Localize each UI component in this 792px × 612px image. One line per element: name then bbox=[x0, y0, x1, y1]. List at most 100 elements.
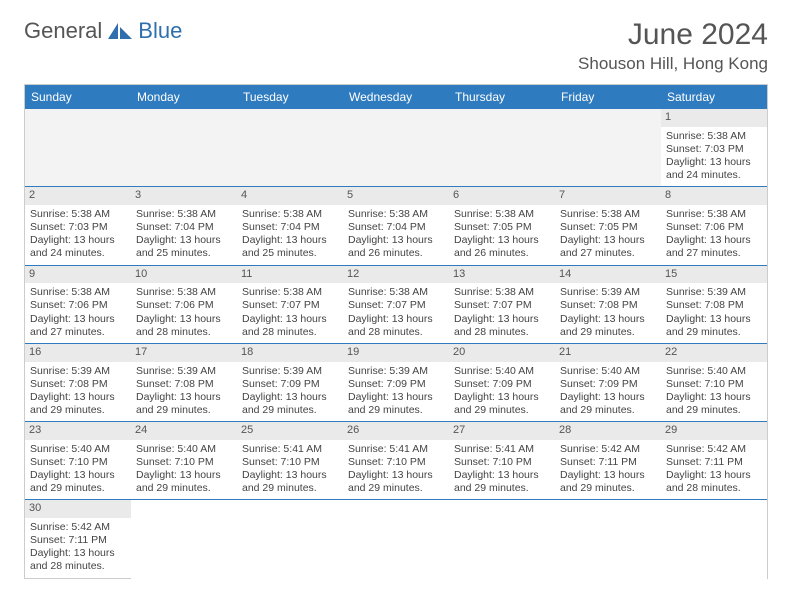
brand-part1: General bbox=[24, 18, 102, 44]
day-info: Sunrise: 5:41 AMSunset: 7:10 PMDaylight:… bbox=[348, 443, 444, 496]
day-info: Sunrise: 5:38 AMSunset: 7:03 PMDaylight:… bbox=[666, 130, 762, 183]
sunset-text: Sunset: 7:11 PM bbox=[560, 456, 656, 469]
calendar-cell: 18Sunrise: 5:39 AMSunset: 7:09 PMDayligh… bbox=[237, 344, 343, 422]
calendar-cell-empty bbox=[555, 500, 661, 578]
calendar-cell: 20Sunrise: 5:40 AMSunset: 7:09 PMDayligh… bbox=[449, 344, 555, 422]
day-header: Friday bbox=[555, 85, 661, 109]
sunset-text: Sunset: 7:08 PM bbox=[666, 299, 762, 312]
calendar-cell-empty bbox=[661, 500, 767, 578]
calendar-cell: 12Sunrise: 5:38 AMSunset: 7:07 PMDayligh… bbox=[343, 266, 449, 344]
sunrise-text: Sunrise: 5:38 AM bbox=[242, 208, 338, 221]
calendar-cell-empty bbox=[25, 109, 131, 187]
day-info: Sunrise: 5:40 AMSunset: 7:09 PMDaylight:… bbox=[560, 365, 656, 418]
day-header: Thursday bbox=[449, 85, 555, 109]
day-number: 4 bbox=[237, 187, 343, 205]
sail-icon bbox=[106, 21, 134, 41]
sunrise-text: Sunrise: 5:40 AM bbox=[136, 443, 232, 456]
calendar-cell: 29Sunrise: 5:42 AMSunset: 7:11 PMDayligh… bbox=[661, 422, 767, 500]
day-number: 7 bbox=[555, 187, 661, 205]
day-info: Sunrise: 5:38 AMSunset: 7:05 PMDaylight:… bbox=[454, 208, 550, 261]
daylight-text: Daylight: 13 hours and 29 minutes. bbox=[666, 391, 762, 417]
daylight-text: Daylight: 13 hours and 24 minutes. bbox=[666, 156, 762, 182]
daylight-text: Daylight: 13 hours and 29 minutes. bbox=[666, 313, 762, 339]
day-header: Monday bbox=[131, 85, 237, 109]
day-info: Sunrise: 5:42 AMSunset: 7:11 PMDaylight:… bbox=[666, 443, 762, 496]
sunrise-text: Sunrise: 5:39 AM bbox=[136, 365, 232, 378]
calendar-cell: 19Sunrise: 5:39 AMSunset: 7:09 PMDayligh… bbox=[343, 344, 449, 422]
sunrise-text: Sunrise: 5:40 AM bbox=[454, 365, 550, 378]
sunset-text: Sunset: 7:04 PM bbox=[136, 221, 232, 234]
day-info: Sunrise: 5:38 AMSunset: 7:07 PMDaylight:… bbox=[348, 286, 444, 339]
calendar-cell: 13Sunrise: 5:38 AMSunset: 7:07 PMDayligh… bbox=[449, 266, 555, 344]
calendar-cell: 17Sunrise: 5:39 AMSunset: 7:08 PMDayligh… bbox=[131, 344, 237, 422]
sunrise-text: Sunrise: 5:42 AM bbox=[560, 443, 656, 456]
sunset-text: Sunset: 7:07 PM bbox=[242, 299, 338, 312]
daylight-text: Daylight: 13 hours and 28 minutes. bbox=[30, 547, 126, 573]
daylight-text: Daylight: 13 hours and 25 minutes. bbox=[242, 234, 338, 260]
day-number: 5 bbox=[343, 187, 449, 205]
day-number: 1 bbox=[661, 109, 767, 127]
sunset-text: Sunset: 7:10 PM bbox=[136, 456, 232, 469]
daylight-text: Daylight: 13 hours and 25 minutes. bbox=[136, 234, 232, 260]
sunrise-text: Sunrise: 5:38 AM bbox=[30, 208, 126, 221]
sunset-text: Sunset: 7:03 PM bbox=[666, 143, 762, 156]
day-number: 9 bbox=[25, 266, 131, 284]
sunset-text: Sunset: 7:07 PM bbox=[348, 299, 444, 312]
calendar-cell-empty bbox=[131, 109, 237, 187]
calendar-grid: SundayMondayTuesdayWednesdayThursdayFrid… bbox=[24, 84, 768, 579]
day-number: 2 bbox=[25, 187, 131, 205]
day-number: 24 bbox=[131, 422, 237, 440]
day-number: 10 bbox=[131, 266, 237, 284]
sunset-text: Sunset: 7:10 PM bbox=[666, 378, 762, 391]
calendar-cell: 2 Sunrise: 5:38 AMSunset: 7:03 PMDaylight… bbox=[25, 187, 131, 265]
day-info: Sunrise: 5:38 AMSunset: 7:06 PMDaylight:… bbox=[666, 208, 762, 261]
daylight-text: Daylight: 13 hours and 29 minutes. bbox=[242, 469, 338, 495]
sunset-text: Sunset: 7:09 PM bbox=[242, 378, 338, 391]
daylight-text: Daylight: 13 hours and 24 minutes. bbox=[30, 234, 126, 260]
sunset-text: Sunset: 7:10 PM bbox=[454, 456, 550, 469]
daylight-text: Daylight: 13 hours and 29 minutes. bbox=[30, 391, 126, 417]
sunset-text: Sunset: 7:09 PM bbox=[560, 378, 656, 391]
day-header: Tuesday bbox=[237, 85, 343, 109]
daylight-text: Daylight: 13 hours and 26 minutes. bbox=[454, 234, 550, 260]
sunrise-text: Sunrise: 5:38 AM bbox=[454, 208, 550, 221]
sunset-text: Sunset: 7:08 PM bbox=[136, 378, 232, 391]
day-number: 30 bbox=[25, 500, 131, 518]
day-number: 19 bbox=[343, 344, 449, 362]
calendar-cell: 16Sunrise: 5:39 AMSunset: 7:08 PMDayligh… bbox=[25, 344, 131, 422]
sunset-text: Sunset: 7:10 PM bbox=[242, 456, 338, 469]
day-info: Sunrise: 5:39 AMSunset: 7:08 PMDaylight:… bbox=[560, 286, 656, 339]
calendar-cell: 27Sunrise: 5:41 AMSunset: 7:10 PMDayligh… bbox=[449, 422, 555, 500]
page-subtitle: Shouson Hill, Hong Kong bbox=[578, 54, 768, 74]
sunrise-text: Sunrise: 5:39 AM bbox=[348, 365, 444, 378]
daylight-text: Daylight: 13 hours and 28 minutes. bbox=[136, 313, 232, 339]
calendar-cell: 7Sunrise: 5:38 AMSunset: 7:05 PMDaylight… bbox=[555, 187, 661, 265]
daylight-text: Daylight: 13 hours and 29 minutes. bbox=[348, 469, 444, 495]
daylight-text: Daylight: 13 hours and 29 minutes. bbox=[348, 391, 444, 417]
day-number: 6 bbox=[449, 187, 555, 205]
daylight-text: Daylight: 13 hours and 28 minutes. bbox=[666, 469, 762, 495]
brand-part2: Blue bbox=[138, 18, 182, 44]
daylight-text: Daylight: 13 hours and 27 minutes. bbox=[30, 313, 126, 339]
day-number: 20 bbox=[449, 344, 555, 362]
daylight-text: Daylight: 13 hours and 28 minutes. bbox=[454, 313, 550, 339]
sunset-text: Sunset: 7:05 PM bbox=[560, 221, 656, 234]
sunset-text: Sunset: 7:06 PM bbox=[666, 221, 762, 234]
daylight-text: Daylight: 13 hours and 29 minutes. bbox=[136, 391, 232, 417]
sunrise-text: Sunrise: 5:39 AM bbox=[666, 286, 762, 299]
sunset-text: Sunset: 7:03 PM bbox=[30, 221, 126, 234]
day-number: 11 bbox=[237, 266, 343, 284]
calendar-cell: 5Sunrise: 5:38 AMSunset: 7:04 PMDaylight… bbox=[343, 187, 449, 265]
brand-logo: General Blue bbox=[24, 18, 182, 44]
sunset-text: Sunset: 7:11 PM bbox=[666, 456, 762, 469]
calendar-cell: 23Sunrise: 5:40 AMSunset: 7:10 PMDayligh… bbox=[25, 422, 131, 500]
daylight-text: Daylight: 13 hours and 28 minutes. bbox=[348, 313, 444, 339]
day-number: 27 bbox=[449, 422, 555, 440]
sunrise-text: Sunrise: 5:41 AM bbox=[242, 443, 338, 456]
sunrise-text: Sunrise: 5:41 AM bbox=[454, 443, 550, 456]
day-info: Sunrise: 5:39 AMSunset: 7:08 PMDaylight:… bbox=[30, 365, 126, 418]
calendar-cell: 1 Sunrise: 5:38 AMSunset: 7:03 PMDaylight… bbox=[661, 109, 767, 187]
sunset-text: Sunset: 7:11 PM bbox=[30, 534, 126, 547]
sunrise-text: Sunrise: 5:38 AM bbox=[348, 208, 444, 221]
daylight-text: Daylight: 13 hours and 29 minutes. bbox=[136, 469, 232, 495]
